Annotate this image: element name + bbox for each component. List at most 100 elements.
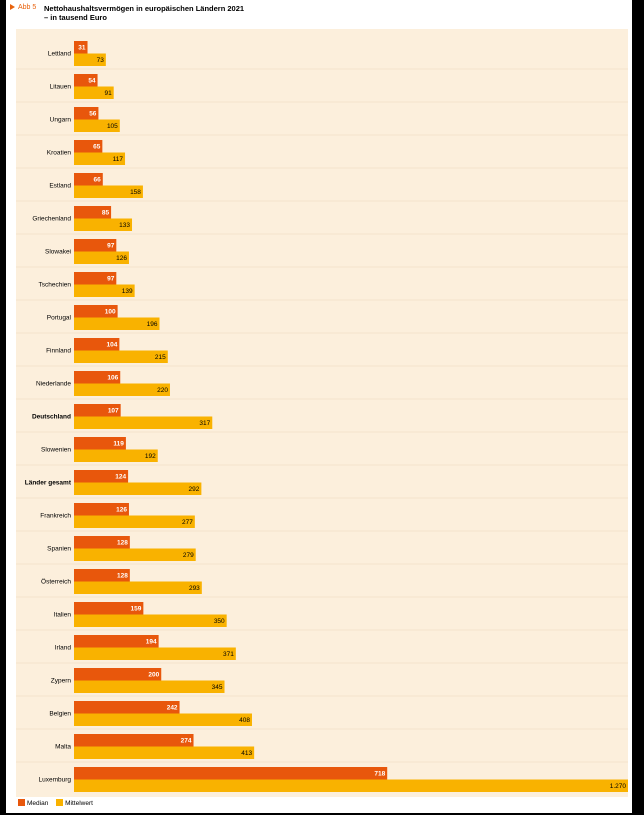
figure-frame: Abb 5 Nettohaushaltsvermögen in europäis… [6, 0, 632, 813]
chart-title: Nettohaushaltsvermögen in europäischen L… [44, 4, 245, 13]
category-label: Irland [55, 645, 72, 652]
data-label-median: 54 [88, 78, 96, 85]
data-label-mittelwert: 371 [223, 651, 234, 658]
data-label-mittelwert: 317 [199, 420, 210, 427]
data-label-median: 242 [167, 705, 178, 712]
category-label: Belgien [49, 711, 71, 718]
bar-median [74, 404, 121, 417]
bar-mittelwert [74, 416, 213, 429]
data-label-median: 106 [107, 375, 118, 382]
bar-mittelwert [74, 218, 133, 231]
category-label: Estland [49, 183, 71, 190]
data-label-mittelwert: 133 [119, 222, 130, 229]
bar-mittelwert [74, 581, 202, 594]
data-label-mittelwert: 1.270 [610, 783, 627, 790]
category-label: Malta [55, 744, 71, 751]
legend-item-median: Median [18, 799, 49, 807]
data-label-median: 31 [78, 45, 86, 52]
bar-mittelwert [74, 317, 160, 330]
bar-median [74, 239, 117, 252]
data-label-median: 85 [102, 210, 110, 217]
figure-label: Abb 5 [10, 4, 36, 11]
category-label: Litauen [50, 84, 72, 91]
data-label-mittelwert: 220 [157, 387, 168, 394]
data-label-median: 107 [108, 408, 119, 415]
bar-median [74, 569, 130, 582]
bar-chart: Lettland 31 73 Litauen 54 91 Ungarn 56 105 Kroati… [16, 41, 628, 792]
bar-median [74, 503, 129, 516]
bar-mittelwert [74, 383, 170, 396]
data-label-median: 128 [117, 573, 128, 580]
figure-header: Abb 5 Nettohaushaltsvermögen in europäis… [6, 0, 632, 29]
bar-mittelwert [74, 119, 120, 132]
data-label-mittelwert: 408 [239, 717, 250, 724]
data-label-median: 274 [181, 738, 192, 745]
bar-median [74, 701, 180, 714]
data-label-mittelwert: 292 [189, 486, 200, 493]
bar-median [74, 635, 159, 648]
data-label-median: 200 [148, 672, 159, 679]
bar-mittelwert [74, 449, 158, 462]
legend-item-mittelwert: Mittelwert [56, 799, 93, 807]
bar-median [74, 470, 129, 483]
data-label-mittelwert: 117 [113, 156, 124, 163]
bar-mittelwert [74, 152, 126, 165]
data-label-median: 65 [93, 144, 101, 151]
data-label-median: 56 [89, 111, 97, 118]
data-label-mittelwert: 293 [189, 585, 200, 592]
data-label-mittelwert: 105 [107, 123, 118, 130]
category-label: Ungarn [50, 117, 72, 124]
data-label-median: 119 [113, 441, 124, 448]
category-label: Kroatien [47, 150, 72, 157]
data-label-median: 100 [105, 309, 116, 316]
category-label: Slowakei [45, 249, 71, 256]
data-label-mittelwert: 350 [214, 618, 225, 625]
category-label: Deutschland [32, 414, 71, 421]
bar-median [74, 767, 388, 780]
figure-label-text: Abb 5 [18, 4, 37, 11]
data-label-mittelwert: 192 [145, 453, 156, 460]
category-label: Frankreich [40, 513, 71, 520]
data-label-median: 194 [146, 639, 157, 646]
category-label: Niederlande [36, 381, 71, 388]
category-label: Spanien [47, 546, 71, 553]
data-label-median: 718 [374, 771, 385, 778]
bar-mittelwert [74, 713, 252, 726]
bar-median [74, 206, 112, 219]
data-label-mittelwert: 277 [182, 519, 193, 526]
bar-median [74, 272, 117, 285]
bar-mittelwert [74, 482, 202, 495]
bar-median [74, 305, 118, 318]
bar-median [74, 107, 99, 120]
bar-mittelwert [74, 779, 628, 792]
bar-mittelwert [74, 746, 255, 759]
triangle-icon [10, 4, 15, 10]
data-label-mittelwert: 279 [183, 552, 194, 559]
bar-mittelwert [74, 350, 168, 363]
legend-label-median: Median [27, 800, 49, 807]
bar-mittelwert [74, 284, 135, 297]
data-label-median: 126 [116, 507, 127, 514]
data-label-mittelwert: 158 [130, 189, 141, 196]
bar-median [74, 437, 126, 450]
category-label: Österreich [41, 578, 71, 586]
data-label-median: 124 [115, 474, 126, 481]
data-label-median: 104 [107, 342, 118, 349]
bar-median [74, 536, 130, 549]
bar-mittelwert [74, 53, 106, 66]
bar-mittelwert [74, 515, 195, 528]
bar-mittelwert [74, 614, 227, 627]
category-label: Portugal [47, 315, 72, 322]
bar-median [74, 140, 103, 153]
bar-median [74, 338, 120, 351]
data-label-median: 97 [107, 276, 115, 283]
bar-median [74, 668, 162, 681]
legend-label-mittelwert: Mittelwert [65, 800, 93, 807]
category-label: Länder gesamt [25, 480, 72, 487]
data-label-mittelwert: 196 [147, 321, 158, 328]
data-label-median: 66 [94, 177, 102, 184]
legend-swatch-mittelwert [56, 799, 64, 806]
bar-mittelwert [74, 251, 129, 264]
bar-mittelwert [74, 680, 225, 693]
category-label: Italien [54, 612, 72, 619]
